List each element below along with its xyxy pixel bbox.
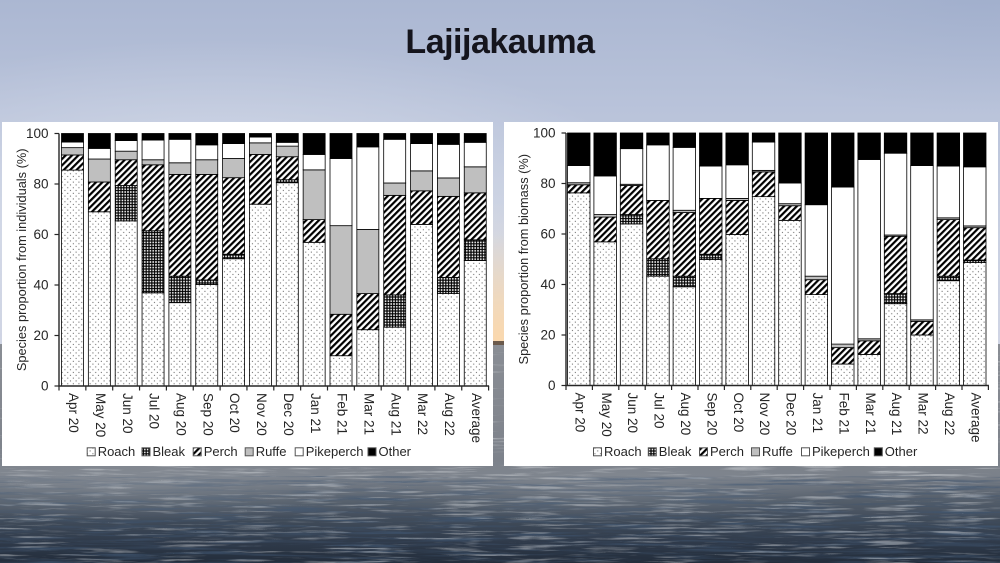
svg-text:Bleak: Bleak [153, 444, 186, 459]
svg-text:Aug 22: Aug 22 [942, 393, 957, 436]
svg-text:Mar 21: Mar 21 [361, 393, 376, 435]
svg-text:40: 40 [33, 277, 48, 292]
svg-text:Feb 21: Feb 21 [836, 393, 851, 435]
svg-text:Jul 20: Jul 20 [652, 393, 667, 429]
svg-text:Apr 20: Apr 20 [66, 393, 81, 433]
svg-text:Pikeperch: Pikeperch [812, 444, 870, 459]
svg-text:100: 100 [533, 125, 556, 140]
svg-text:40: 40 [540, 277, 555, 292]
svg-text:Mar 22: Mar 22 [916, 393, 931, 435]
svg-text:Sep 20: Sep 20 [200, 393, 215, 436]
svg-text:Aug 22: Aug 22 [442, 393, 457, 436]
svg-text:Aug 20: Aug 20 [678, 393, 693, 436]
svg-text:Species proportion from indivi: Species proportion from individuals (%) [14, 148, 29, 371]
svg-text:Oct 20: Oct 20 [731, 393, 746, 433]
svg-text:Sep 20: Sep 20 [704, 393, 719, 436]
svg-text:May 20: May 20 [93, 393, 108, 437]
svg-text:Nov 20: Nov 20 [254, 393, 269, 436]
svg-text:Average: Average [968, 393, 983, 443]
svg-text:20: 20 [33, 328, 48, 343]
svg-text:Mar 22: Mar 22 [415, 393, 430, 435]
svg-text:Mar 21: Mar 21 [863, 393, 878, 435]
svg-text:Perch: Perch [204, 444, 238, 459]
svg-text:Dec 20: Dec 20 [281, 393, 296, 436]
svg-text:60: 60 [540, 226, 555, 241]
svg-text:60: 60 [33, 227, 48, 242]
svg-text:May 20: May 20 [599, 393, 614, 437]
svg-text:Other: Other [885, 444, 918, 459]
svg-text:Ruffe: Ruffe [762, 444, 793, 459]
svg-text:Jan 21: Jan 21 [810, 393, 825, 434]
svg-text:Average: Average [469, 393, 484, 443]
svg-text:Oct 20: Oct 20 [227, 393, 242, 433]
svg-text:Jun 20: Jun 20 [120, 393, 135, 434]
svg-text:Roach: Roach [98, 444, 136, 459]
svg-text:Ruffe: Ruffe [256, 444, 287, 459]
svg-text:Jun 20: Jun 20 [625, 393, 640, 434]
svg-text:0: 0 [548, 378, 556, 393]
svg-text:Roach: Roach [604, 444, 642, 459]
svg-text:Feb 21: Feb 21 [335, 393, 350, 435]
svg-text:Nov 20: Nov 20 [757, 393, 772, 436]
svg-text:Bleak: Bleak [659, 444, 692, 459]
svg-text:Dec 20: Dec 20 [784, 393, 799, 436]
svg-text:Jul 20: Jul 20 [147, 393, 162, 429]
svg-text:100: 100 [26, 126, 49, 141]
svg-text:80: 80 [33, 176, 48, 191]
svg-text:Perch: Perch [710, 444, 744, 459]
svg-text:Apr 20: Apr 20 [572, 393, 587, 433]
svg-text:Aug 21: Aug 21 [889, 393, 904, 436]
svg-text:Jan 21: Jan 21 [308, 393, 323, 434]
svg-text:Aug 21: Aug 21 [388, 393, 403, 436]
svg-text:Aug 20: Aug 20 [174, 393, 189, 436]
svg-text:20: 20 [540, 327, 555, 342]
svg-text:Pikeperch: Pikeperch [306, 444, 364, 459]
svg-text:Other: Other [379, 444, 412, 459]
svg-text:0: 0 [41, 378, 49, 393]
svg-text:80: 80 [540, 176, 555, 191]
svg-text:Species proportion from biomas: Species proportion from biomass (%) [516, 154, 531, 365]
